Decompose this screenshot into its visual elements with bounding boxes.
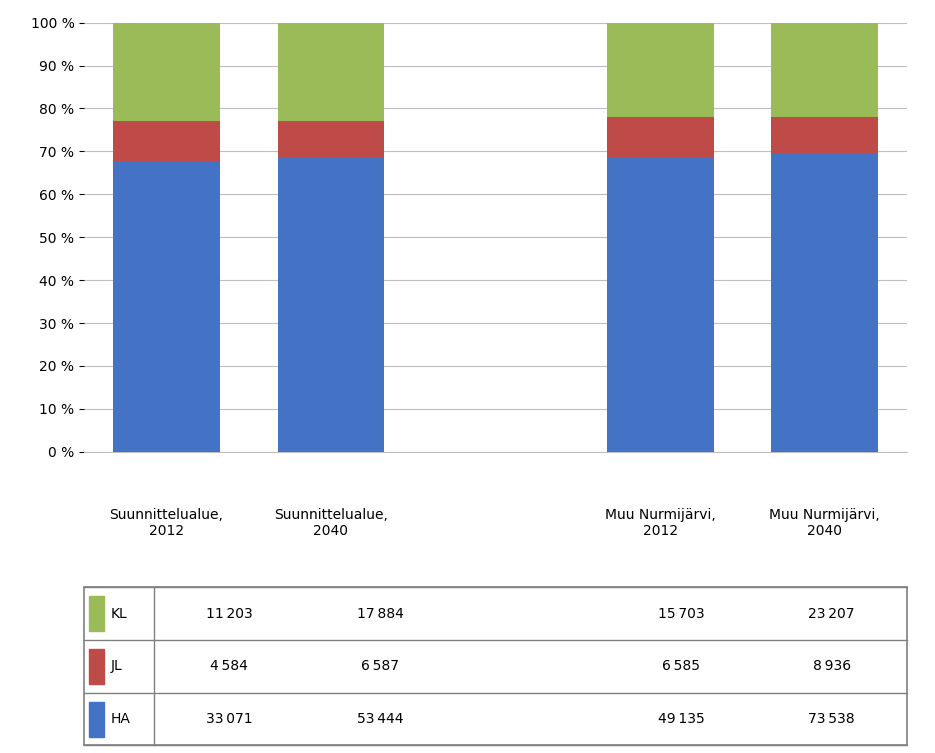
Text: 23 207: 23 207 (809, 607, 855, 620)
Bar (771, 117, 878, 153)
Bar (113, 161, 220, 452)
Bar (278, 157, 384, 452)
Bar (278, 121, 384, 157)
Text: 49 135: 49 135 (657, 712, 704, 726)
Text: 17 884: 17 884 (356, 607, 403, 620)
Text: 33 071: 33 071 (206, 712, 252, 726)
Bar (89, 702, 104, 736)
Text: 11 203: 11 203 (206, 607, 252, 620)
Bar (607, 157, 713, 452)
Bar (771, 23, 878, 117)
Text: Suunnittelualue,
2040: Suunnittelualue, 2040 (274, 508, 388, 538)
Bar (89, 596, 104, 631)
Text: HA: HA (110, 712, 130, 726)
Text: 8 936: 8 936 (813, 660, 851, 673)
Text: Suunnittelualue,
2012: Suunnittelualue, 2012 (109, 508, 223, 538)
Text: Muu Nurmijärvi,
2040: Muu Nurmijärvi, 2040 (770, 508, 880, 538)
Text: 6 585: 6 585 (662, 660, 700, 673)
Bar (771, 153, 878, 452)
Bar (607, 23, 713, 117)
Text: Muu Nurmijärvi,
2012: Muu Nurmijärvi, 2012 (605, 508, 715, 538)
Bar (113, 121, 220, 161)
Text: JL: JL (110, 660, 122, 673)
Bar (278, 23, 384, 121)
Text: 73 538: 73 538 (809, 712, 855, 726)
Bar (113, 23, 220, 121)
Bar (607, 117, 713, 157)
Text: 15 703: 15 703 (658, 607, 704, 620)
Text: KL: KL (110, 607, 127, 620)
Text: 4 584: 4 584 (210, 660, 249, 673)
Text: 6 587: 6 587 (361, 660, 399, 673)
Bar (89, 649, 104, 684)
Text: 53 444: 53 444 (356, 712, 403, 726)
